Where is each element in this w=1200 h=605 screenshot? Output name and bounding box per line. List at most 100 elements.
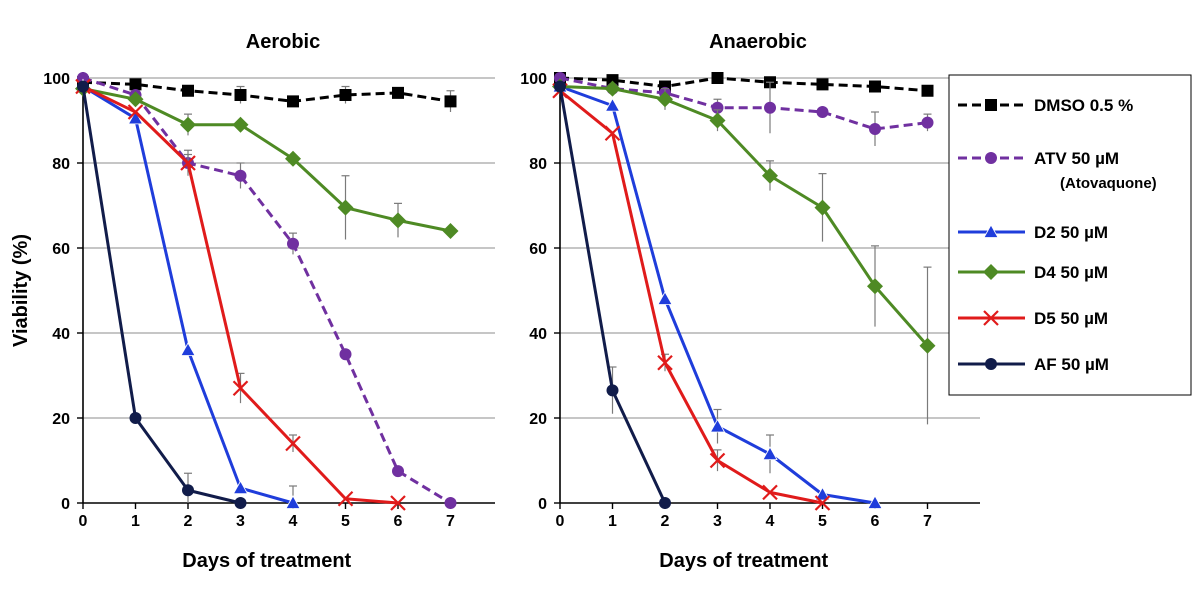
data-point-circle [606,384,619,397]
y-axis-label: Viability (%) [10,234,32,347]
x-tick-label: 1 [608,513,617,530]
data-point-diamond [337,199,354,216]
y-tick-label: 40 [529,326,547,343]
data-point-circle [554,80,566,93]
legend-label: ATV 50 µM [1034,149,1119,168]
data-point-square [182,84,194,97]
data-point-diamond [762,167,778,184]
data-point-square [339,89,352,101]
x-axis-label: Days of treatment [182,550,351,572]
data-point-triangle [814,486,831,501]
data-point-diamond [390,212,406,229]
data-point-triangle [762,446,778,461]
series-line [559,85,929,347]
y-tick-label: 0 [538,496,547,513]
data-point-x-stroke-b [232,380,249,397]
data-point-triangle [867,495,883,509]
chart-title: Anaerobic [709,31,807,53]
series-x-4 [75,78,406,511]
aerobic-panel: 0 20 40 60 80 100 0 1 2 3 4 5 6 7 Aerobic Days of treat… [10,31,495,572]
data-point-x-stroke-b [285,435,301,452]
data-point-square [287,95,299,108]
data-point-x [604,125,621,142]
data-point-square [444,95,457,108]
data-point-circle [392,465,404,478]
x-tick-label: 0 [79,513,88,530]
data-point-x-stroke-b [657,354,673,371]
y-tick-label: 60 [52,241,70,258]
chart-title: Aerobic [246,31,320,53]
legend-item: D4 50 µM [958,263,1108,282]
y-tick-label: 80 [52,156,70,173]
legend-label: D4 50 µM [1034,263,1108,282]
legend-marker-diamond [983,264,999,280]
legend-item: AF 50 µM [958,355,1109,374]
data-point-x-stroke-b [390,495,406,511]
legend-item: DMSO 0.5 % [958,96,1133,115]
x-tick-label: 6 [871,513,880,530]
data-point-x [285,435,301,452]
x-tick-label: 4 [766,513,775,530]
series-diamond-3 [75,80,459,240]
data-point-x-stroke-b [180,155,196,171]
series-circle-1 [77,72,457,509]
data-point-square [921,84,934,97]
legend-marker-square [985,99,997,111]
data-point-circle [339,348,352,361]
data-point-diamond [442,223,459,239]
data-point-x [657,354,673,371]
legend-item: D5 50 µM [958,309,1108,328]
data-point-circle [711,101,724,114]
series-line [559,76,928,93]
data-point-triangle [180,342,196,356]
data-point-diamond [180,116,196,133]
data-point-triangle [232,480,249,495]
data-point-x-stroke-b [604,125,621,142]
series-circle-5 [554,80,671,509]
data-point-diamond [127,91,144,108]
data-point-x-stroke-b [127,104,144,120]
series-line [82,76,452,505]
legend-label: D2 50 µM [1034,223,1108,242]
y-tick-label: 40 [52,326,70,343]
data-point-diamond [232,116,249,133]
data-point-circle [129,412,142,424]
x-tick-label: 3 [236,513,245,530]
y-tick-label: 20 [52,411,70,428]
x-tick-label: 0 [556,513,565,530]
data-point-diamond [285,150,301,167]
data-point-square [711,72,724,84]
data-point-circle [869,123,881,135]
legend-label: D5 50 µM [1034,309,1108,328]
series-line [82,87,451,233]
data-point-x [814,495,831,511]
data-point-square [392,86,404,99]
legend-marker-circle [985,152,997,164]
data-point-x [762,484,778,501]
data-point-diamond [867,278,883,295]
data-point-circle [816,106,829,118]
x-axis-label: Days of treatment [659,550,828,572]
data-point-diamond [814,199,831,216]
data-point-circle [921,116,934,129]
data-point-x-stroke-b [814,495,831,511]
data-point-diamond [919,337,936,354]
data-point-diamond [709,112,726,129]
data-point-triangle [127,110,144,125]
legend-label: AF 50 µM [1034,355,1109,374]
legend-label: DMSO 0.5 % [1034,96,1133,115]
data-point-square [816,78,829,91]
y-tick-label: 100 [520,71,547,88]
data-point-x-stroke-b [762,484,778,501]
legend-marker-circle [985,358,997,370]
x-tick-label: 4 [289,513,298,530]
legend-sublabel: (Atovaquone) [1060,175,1157,192]
x-tick-label: 7 [446,513,455,530]
x-tick-label: 2 [661,513,670,530]
series-circle-5 [77,80,247,509]
data-point-circle [554,72,566,84]
series-line [82,85,399,505]
data-point-circle [234,497,247,509]
